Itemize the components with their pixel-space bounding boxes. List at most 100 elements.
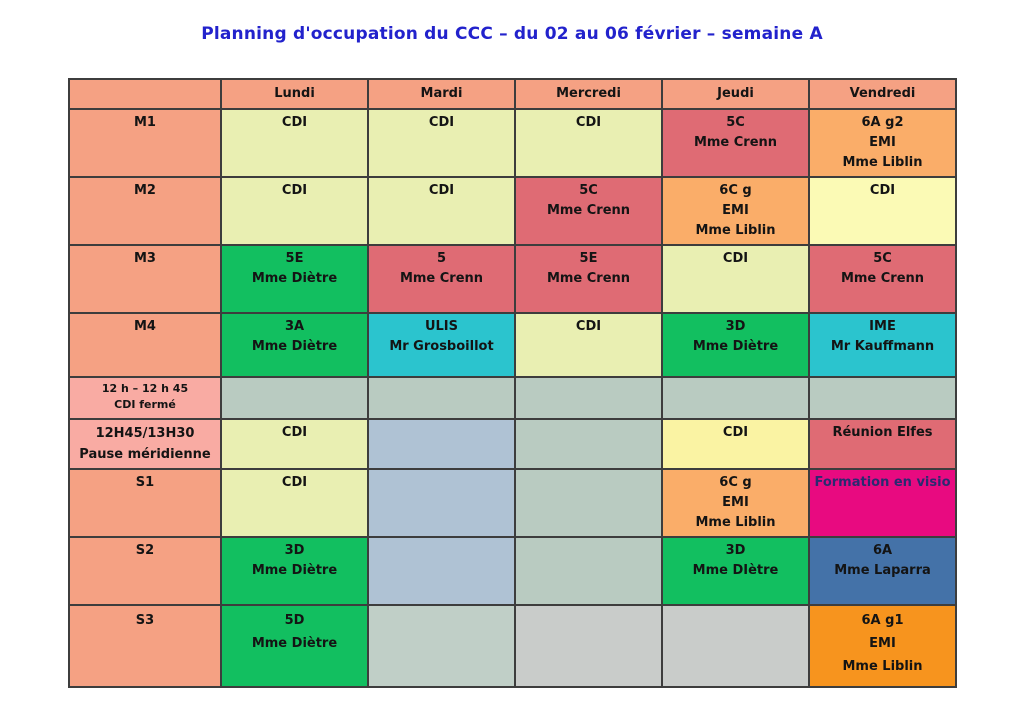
row-label-line: CDI fermé xyxy=(114,398,176,411)
schedule-cell-line: CDI xyxy=(281,183,308,198)
table-row: 12H45/13H30 Pause méridienne CDI CDI Réunion… xyxy=(70,420,957,470)
day-header-mardi: Mardi xyxy=(369,80,516,110)
schedule-cell-line: CDI xyxy=(428,115,455,130)
row-label-line: S2 xyxy=(135,543,155,558)
schedule-cell: CDI xyxy=(222,470,369,538)
schedule-cell: CDI xyxy=(369,178,516,246)
schedule-cell: 3D Mme Diètre xyxy=(663,314,810,378)
schedule-cell-line: Mme Diètre xyxy=(251,636,338,651)
schedule-cell-line: 5D xyxy=(284,613,305,628)
schedule-cell-line: 6C g xyxy=(719,183,752,198)
row-label-line: M2 xyxy=(134,183,156,198)
table-row: M3 5E Mme Diètre 5 Mme Crenn 5E Mme Crenn CDI 5C… xyxy=(70,246,957,314)
day-header-label: Lundi xyxy=(274,86,315,101)
row-label-m3: M3 xyxy=(70,246,222,314)
schedule-cell-line: CDI xyxy=(575,115,602,130)
schedule-cell: CDI xyxy=(369,110,516,178)
row-label-m4: M4 xyxy=(70,314,222,378)
schedule-cell-line: Mme Liblin xyxy=(695,515,776,530)
schedule-cell-line: CDI xyxy=(722,425,749,440)
row-label-m1: M1 xyxy=(70,110,222,178)
row-label-line: S1 xyxy=(135,475,155,490)
day-header-vendredi: Vendredi xyxy=(810,80,957,110)
schedule-cell-line: 3D xyxy=(284,543,305,558)
schedule-cell-line: EMI xyxy=(722,203,749,218)
header-row: Lundi Mardi Mercredi Jeudi Vendredi xyxy=(70,80,957,110)
schedule-cell: 3D Mme DIètre xyxy=(663,538,810,606)
schedule-cell xyxy=(516,420,663,470)
row-label-line: 12 h – 12 h 45 xyxy=(101,382,189,395)
schedule-cell-line: 6A g2 xyxy=(861,115,904,130)
schedule-cell: CDI xyxy=(516,110,663,178)
schedule-cell-line: Mme Crenn xyxy=(693,135,778,150)
row-label-12h45-13h30: 12H45/13H30 Pause méridienne xyxy=(70,420,222,470)
day-header-label: Jeudi xyxy=(717,86,754,101)
schedule-cell: Réunion Elfes xyxy=(810,420,957,470)
row-label-s3: S3 xyxy=(70,606,222,688)
day-header-jeudi: Jeudi xyxy=(663,80,810,110)
row-label-line: Pause méridienne xyxy=(79,447,211,462)
day-header-label: Mercredi xyxy=(556,86,621,101)
schedule-cell-line: Mme Diètre xyxy=(251,339,338,354)
row-label-line: S3 xyxy=(135,613,155,628)
schedule-cell xyxy=(516,470,663,538)
schedule-cell-line: Mme Crenn xyxy=(840,271,925,286)
schedule-cell-line: Mr Kauffmann xyxy=(830,339,935,354)
schedule-cell xyxy=(369,470,516,538)
schedule-cell-line: CDI xyxy=(575,319,602,334)
schedule-cell xyxy=(516,378,663,420)
schedule-cell-line: CDI xyxy=(722,251,749,266)
schedule-cell-line: 6A g1 xyxy=(861,613,904,628)
schedule-cell-line: 5C xyxy=(873,251,892,266)
schedule-cell xyxy=(222,378,369,420)
row-label-line: M3 xyxy=(134,251,156,266)
schedule-cell: 5E Mme Diètre xyxy=(222,246,369,314)
schedule-cell-line: Mme Liblin xyxy=(695,223,776,238)
schedule-cell: 3A Mme Diètre xyxy=(222,314,369,378)
schedule-cell xyxy=(516,538,663,606)
schedule-cell-line: Mme Diètre xyxy=(251,563,338,578)
schedule-cell: CDI xyxy=(516,314,663,378)
schedule-cell: CDI xyxy=(810,178,957,246)
schedule-cell-line: 5C xyxy=(579,183,598,198)
schedule-cell-line: 3A xyxy=(284,319,305,334)
row-label-s2: S2 xyxy=(70,538,222,606)
table-row: M2 CDI CDI 5C Mme Crenn 6C g EMI Mme Liblin CDI xyxy=(70,178,957,246)
schedule-cell: CDI xyxy=(222,420,369,470)
schedule-cell: 6C g EMI Mme Liblin xyxy=(663,470,810,538)
schedule-cell-line: Mme DIètre xyxy=(692,563,779,578)
schedule-cell xyxy=(663,378,810,420)
schedule-cell-line: CDI xyxy=(428,183,455,198)
corner-cell xyxy=(70,80,222,110)
schedule-cell-line: CDI xyxy=(869,183,896,198)
row-label-line: M4 xyxy=(134,319,156,334)
schedule-cell-line: CDI xyxy=(281,115,308,130)
schedule-cell-line: CDI xyxy=(281,475,308,490)
schedule-cell-line: 5E xyxy=(285,251,304,266)
table-row: S2 3D Mme Diètre 3D Mme DIètre 6A Mme Laparra xyxy=(70,538,957,606)
schedule-cell: CDI xyxy=(663,420,810,470)
schedule-cell-line: Mme Crenn xyxy=(399,271,484,286)
schedule-cell: 5D Mme Diètre xyxy=(222,606,369,688)
schedule-cell xyxy=(663,606,810,688)
schedule-cell-line: 5C xyxy=(726,115,745,130)
schedule-cell-line: EMI xyxy=(722,495,749,510)
table-row: 12 h – 12 h 45 CDI fermé xyxy=(70,378,957,420)
schedule-cell-line: EMI xyxy=(869,135,896,150)
day-header-mercredi: Mercredi xyxy=(516,80,663,110)
schedule-cell-line: IME xyxy=(869,319,896,334)
table-row: S3 5D Mme Diètre 6A g1 EMI Mme Liblin xyxy=(70,606,957,688)
schedule-table: Lundi Mardi Mercredi Jeudi Vendredi M1 CDI CDI C… xyxy=(68,78,957,688)
schedule-cell xyxy=(369,606,516,688)
schedule-cell-line: 3D xyxy=(725,319,746,334)
table-row: M1 CDI CDI CDI 5C Mme Crenn 6A g2 EMI Mme Liblin xyxy=(70,110,957,178)
schedule-cell: CDI xyxy=(663,246,810,314)
page-title: Planning d'occupation du CCC – du 02 au … xyxy=(201,24,823,44)
schedule-cell xyxy=(810,378,957,420)
schedule-cell: 6C g EMI Mme Liblin xyxy=(663,178,810,246)
schedule-cell: 5C Mme Crenn xyxy=(516,178,663,246)
schedule-cell: 6A g1 EMI Mme Liblin xyxy=(810,606,957,688)
row-label-m2: M2 xyxy=(70,178,222,246)
schedule-cell: 5C Mme Crenn xyxy=(810,246,957,314)
